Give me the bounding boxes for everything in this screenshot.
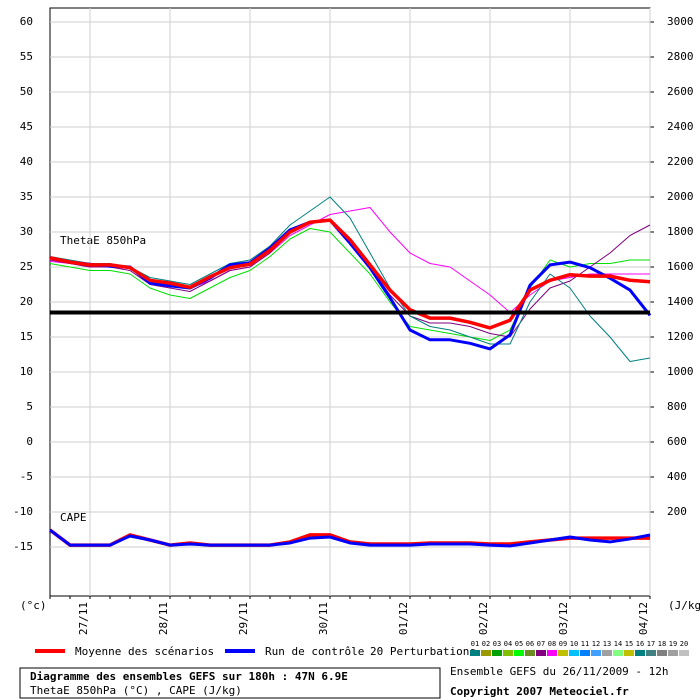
series-line: [49, 528, 651, 548]
member-label: 13: [603, 640, 611, 648]
member-swatch: [547, 650, 557, 656]
member-label: 06: [526, 640, 534, 648]
y2-tick-label: 2800: [667, 50, 694, 63]
y2-tick-label: 200: [667, 505, 687, 518]
member-swatch: [558, 650, 568, 656]
x-tick-label: 01/12: [397, 602, 410, 635]
panel-label: CAPE: [60, 511, 87, 524]
member-label: 07: [537, 640, 545, 648]
member-swatch: [470, 650, 480, 656]
member-label: 14: [614, 640, 622, 648]
y-tick-label: 35: [20, 190, 33, 203]
y2-tick-label: 1600: [667, 260, 694, 273]
member-label: 20: [680, 640, 688, 648]
y2-tick-label: 2000: [667, 190, 694, 203]
series-line: [49, 207, 650, 313]
y2-tick-label: 2200: [667, 155, 694, 168]
member-swatch: [646, 650, 656, 656]
y2-axis-label: (J/kg): [668, 599, 700, 612]
y-tick-label: 10: [20, 365, 33, 378]
legend-label: 20 Perturbations: [370, 645, 476, 658]
y-tick-label: 15: [20, 330, 33, 343]
y-tick-label: -15: [13, 540, 33, 553]
x-tick-label: 03/12: [557, 602, 570, 635]
x-tick-label: 27/11: [77, 602, 90, 635]
x-tick-label: 28/11: [157, 602, 170, 635]
y2-tick-label: 600: [667, 435, 687, 448]
y-tick-label: 20: [20, 295, 33, 308]
member-label: 03: [493, 640, 501, 648]
y-tick-label: -10: [13, 505, 33, 518]
member-label: 05: [515, 640, 523, 648]
member-swatch: [668, 650, 678, 656]
series-line: [49, 218, 652, 351]
member-swatch: [613, 650, 623, 656]
y2-tick-label: 3000: [667, 15, 694, 28]
y2-tick-label: 1000: [667, 365, 694, 378]
copyright: Copyright 2007 Meteociel.fr: [450, 685, 629, 698]
member-swatch: [679, 650, 689, 656]
y-tick-label: 40: [20, 155, 33, 168]
member-label: 04: [504, 640, 512, 648]
member-swatch: [591, 650, 601, 656]
x-tick-label: 04/12: [637, 602, 650, 635]
member-swatch: [481, 650, 491, 656]
member-label: 17: [647, 640, 655, 648]
run-label: Ensemble GEFS du 26/11/2009 - 12h: [450, 665, 669, 678]
y-tick-label: -5: [20, 470, 33, 483]
panel-label: ThetaE 850hPa: [60, 234, 146, 247]
y-tick-label: 25: [20, 260, 33, 273]
chart-subtitle: ThetaE 850hPa (°C) , CAPE (J/kg): [30, 684, 242, 697]
y-tick-label: 30: [20, 225, 33, 238]
member-swatch: [525, 650, 535, 656]
member-label: 15: [625, 640, 633, 648]
y2-tick-label: 1400: [667, 295, 694, 308]
y-tick-label: 5: [26, 400, 33, 413]
x-tick-label: 30/11: [317, 602, 330, 635]
member-label: 10: [570, 640, 578, 648]
member-label: 16: [636, 640, 644, 648]
y-tick-label: 0: [26, 435, 33, 448]
y2-tick-label: 1200: [667, 330, 694, 343]
member-label: 02: [482, 640, 490, 648]
series-line: [49, 196, 651, 362]
x-tick-label: 29/11: [237, 602, 250, 635]
plot-layer: [48, 7, 654, 599]
legend-label: Run de contrôle: [265, 645, 364, 658]
x-tick-label: 02/12: [477, 602, 490, 635]
chart-title: Diagramme des ensembles GEFS sur 180h : …: [30, 670, 348, 683]
y-tick-label: 45: [20, 120, 33, 133]
y-tick-label: 55: [20, 50, 33, 63]
member-label: 01: [471, 640, 479, 648]
y-tick-label: 50: [20, 85, 33, 98]
member-swatch: [536, 650, 546, 656]
member-swatch: [580, 650, 590, 656]
member-swatch: [569, 650, 579, 656]
member-swatch: [492, 650, 502, 656]
member-label: 08: [548, 640, 556, 648]
caption-box: [19, 667, 441, 699]
member-swatch: [503, 650, 513, 656]
y2-tick-label: 2400: [667, 120, 694, 133]
member-label: 18: [658, 640, 666, 648]
series-line: [49, 228, 650, 341]
y2-tick-label: 1800: [667, 225, 694, 238]
y-tick-label: 60: [20, 15, 33, 28]
y2-tick-label: 2600: [667, 85, 694, 98]
member-swatch: [602, 650, 612, 656]
member-label: 19: [669, 640, 677, 648]
series-line: [49, 218, 651, 330]
member-label: 11: [581, 640, 589, 648]
member-swatch: [624, 650, 634, 656]
member-swatch: [514, 650, 524, 656]
legend-label: Moyenne des scénarios: [75, 645, 214, 658]
y2-tick-label: 800: [667, 400, 687, 413]
y-axis-label: (°c): [20, 599, 47, 612]
member-label: 12: [592, 640, 600, 648]
member-swatch: [657, 650, 667, 656]
member-label: 09: [559, 640, 567, 648]
y2-tick-label: 400: [667, 470, 687, 483]
member-swatch: [635, 650, 645, 656]
